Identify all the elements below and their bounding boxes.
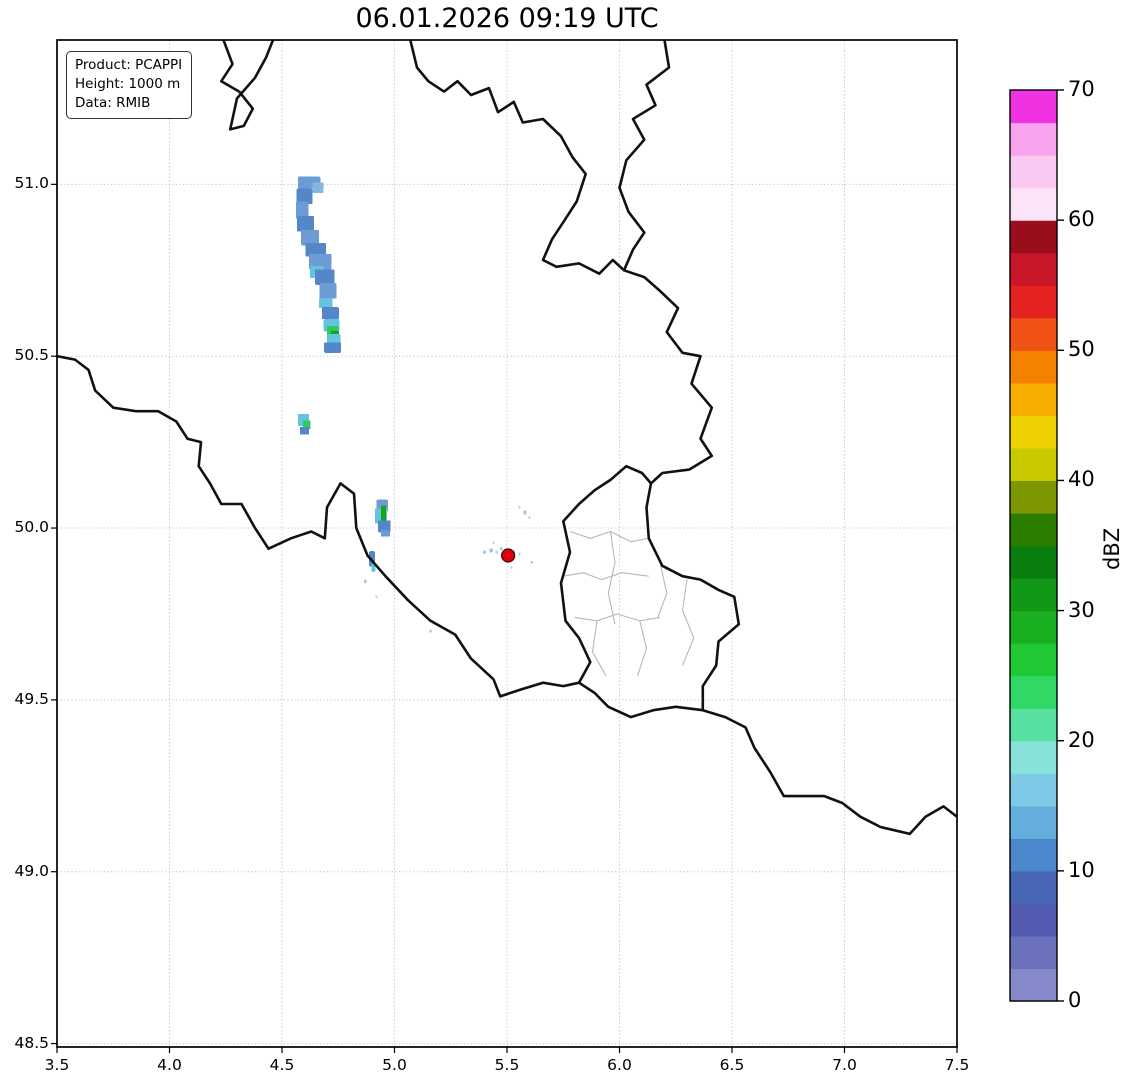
x-tick-label: 5.0 xyxy=(382,1056,407,1074)
x-tick-label: 4.5 xyxy=(269,1056,295,1074)
product-info-height: Height: 1000 m xyxy=(75,76,181,93)
x-tick-label: 3.5 xyxy=(44,1056,70,1074)
x-tick-label: 7.5 xyxy=(944,1056,970,1074)
cb-tick-label: 40 xyxy=(1068,467,1095,492)
x-tick-label: 6.5 xyxy=(719,1056,745,1074)
x-tick-label: 6.0 xyxy=(607,1056,632,1074)
cb-tick-label: 30 xyxy=(1068,597,1095,622)
x-tick-label: 4.0 xyxy=(157,1056,182,1074)
cb-tick-label: 0 xyxy=(1068,988,1082,1012)
y-tick-label: 50.0 xyxy=(14,518,49,537)
y-tick-label: 49.0 xyxy=(14,861,49,880)
cb-tick-label: 70 xyxy=(1068,77,1095,101)
product-info-box: Product: PCAPPI Height: 1000 m Data: RMI… xyxy=(66,51,193,120)
x-tick-label: 7.0 xyxy=(832,1056,857,1074)
product-info-product: Product: PCAPPI xyxy=(75,57,183,73)
product-info-data: Data: RMIB xyxy=(75,95,151,112)
y-tick-label: 50.5 xyxy=(14,346,49,365)
radar-site-marker xyxy=(501,548,516,563)
figure-title: 06.01.2026 09:19 UTC xyxy=(355,3,659,34)
y-tick-label: 48.5 xyxy=(14,1033,49,1052)
x-tick-label: 5.5 xyxy=(494,1056,520,1074)
y-tick-label: 49.5 xyxy=(14,689,49,708)
cb-tick-label: 20 xyxy=(1068,727,1095,752)
cb-tick-label: 10 xyxy=(1068,857,1095,882)
y-tick-label: 51.0 xyxy=(14,174,49,193)
colorbar-axis-label: dBZ xyxy=(1100,527,1124,570)
cb-tick-label: 50 xyxy=(1068,337,1095,362)
cb-tick-label: 60 xyxy=(1068,207,1095,232)
